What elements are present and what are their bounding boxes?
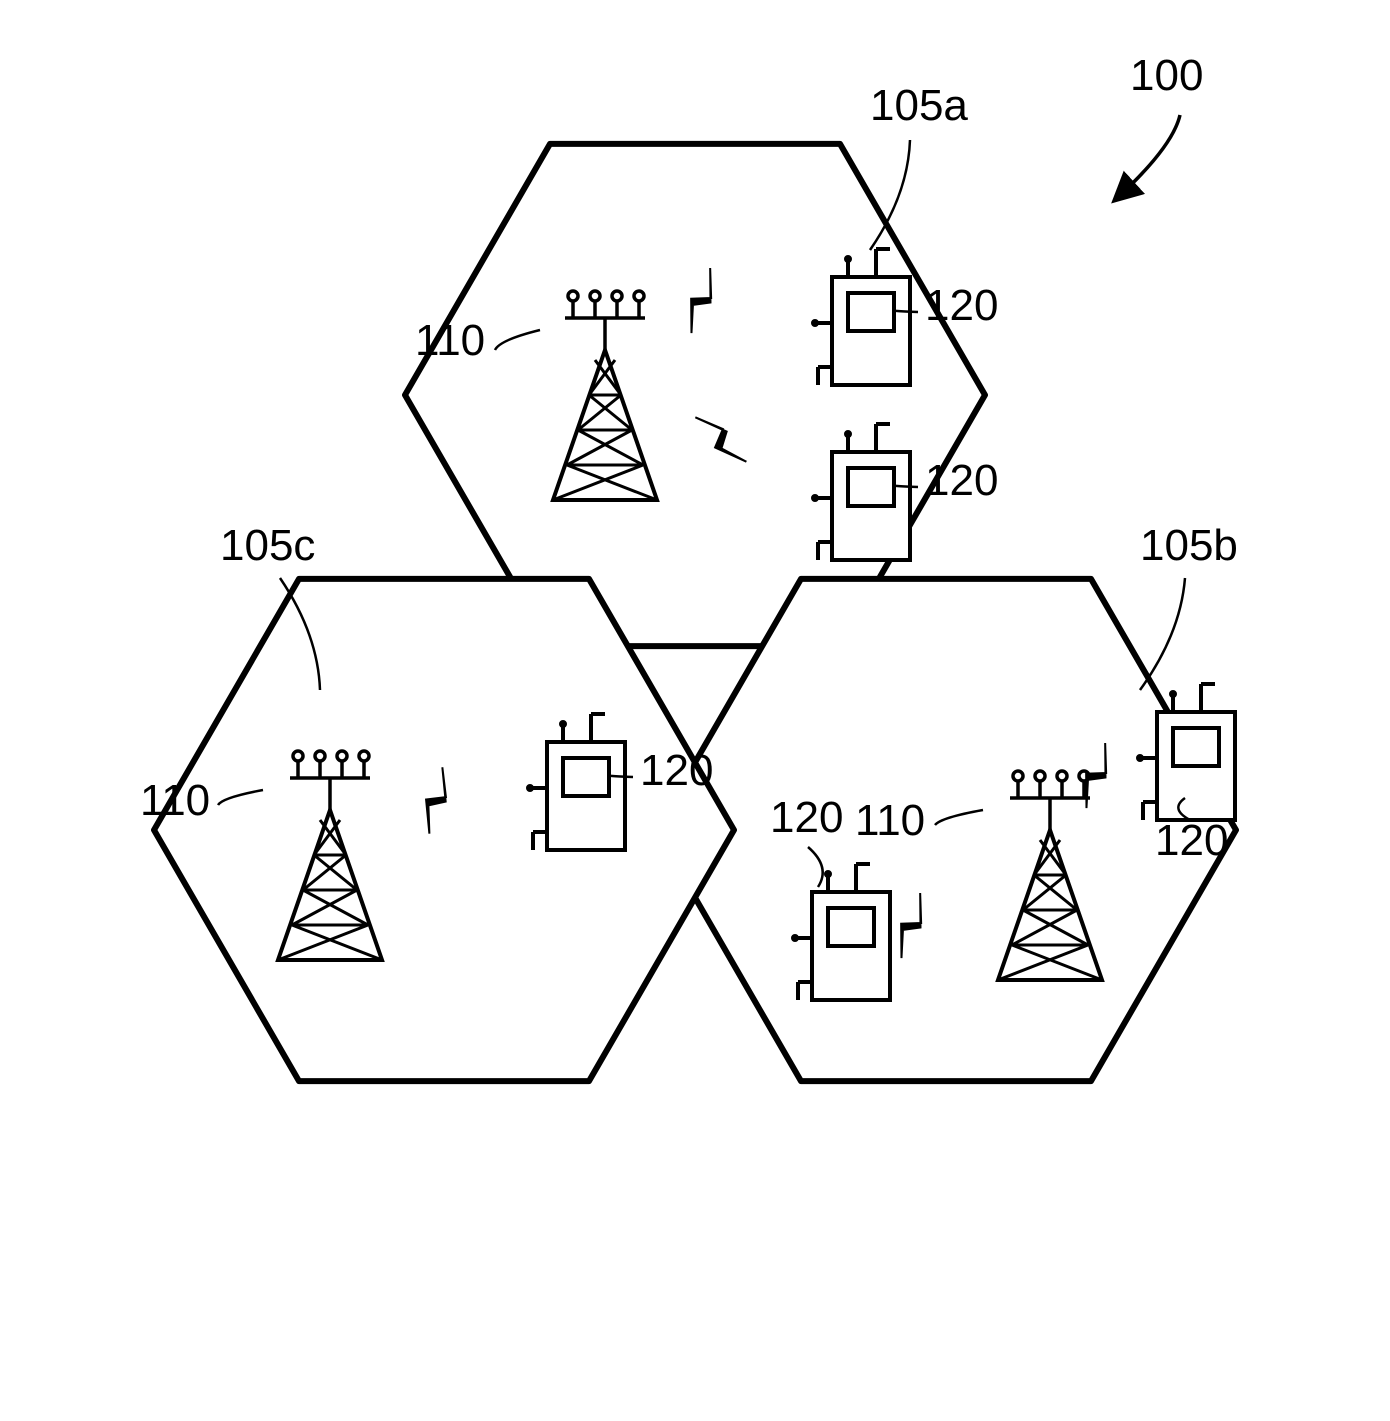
figure-reference-arrow bbox=[1115, 115, 1180, 200]
tower-label: 110 bbox=[140, 776, 210, 825]
cell-label-c: 105c bbox=[220, 521, 315, 570]
device-label: 120 bbox=[770, 793, 843, 842]
device-label: 120 bbox=[925, 456, 998, 505]
device-label: 120 bbox=[640, 746, 713, 795]
tower-label: 110 bbox=[855, 796, 925, 845]
device-label: 120 bbox=[1155, 816, 1228, 865]
device-label: 120 bbox=[925, 281, 998, 330]
cell-hexagon-b bbox=[656, 579, 1236, 1081]
figure-reference-label: 100 bbox=[1130, 51, 1203, 100]
cell-label-a: 105a bbox=[870, 81, 968, 130]
cell-hexagon-a bbox=[405, 144, 985, 646]
cell-hexagon-c bbox=[154, 579, 734, 1081]
cellular-network-diagram: 105a105b105c100110110110120120120120120 bbox=[0, 0, 1390, 1421]
cell-label-b: 105b bbox=[1140, 521, 1238, 570]
tower-label: 110 bbox=[415, 316, 485, 365]
